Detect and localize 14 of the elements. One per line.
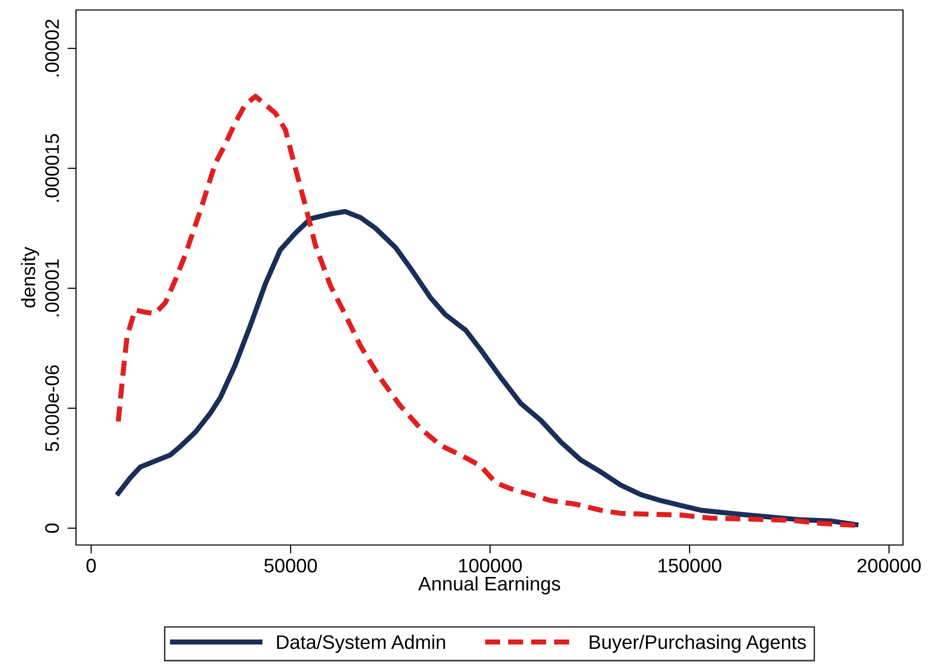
y-tick-label: 5.000e-06: [45, 365, 59, 452]
y-tick-label: 0: [45, 524, 59, 533]
legend-label: Data/System Admin: [277, 634, 446, 653]
y-tick-label: .00001: [45, 260, 59, 316]
y-tick-label: .00002: [45, 20, 59, 76]
y-tick-label: .000015: [45, 134, 59, 202]
x-axis-title: Annual Earnings: [418, 576, 560, 594]
x-tick-label: 150000: [658, 558, 722, 572]
x-tick-label: 200000: [858, 558, 921, 572]
legend-label: Buyer/Purchasing Agents: [590, 634, 806, 653]
x-tick-label: 0: [86, 558, 96, 572]
x-tick-label: 100000: [459, 558, 522, 572]
y-axis-title: density: [21, 246, 40, 308]
x-tick-label: 50000: [264, 558, 317, 572]
